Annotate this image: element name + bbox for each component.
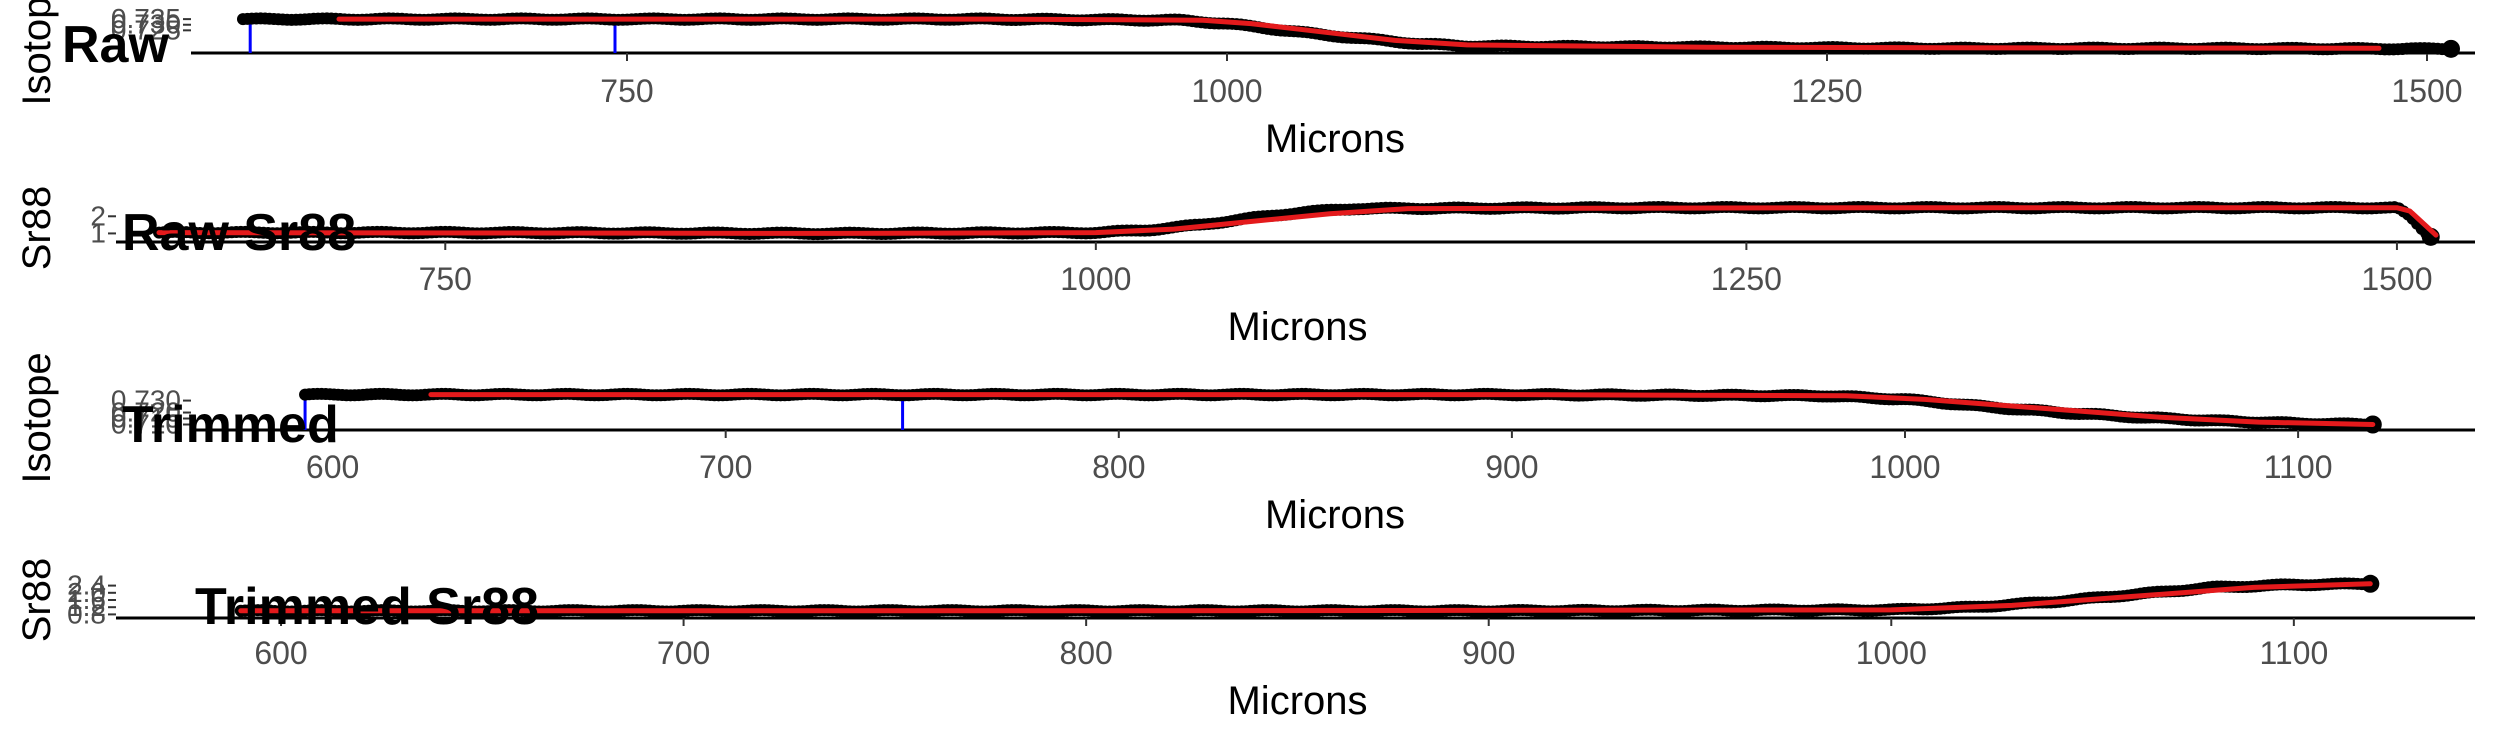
x-tick-label: 1000 (1856, 635, 1927, 671)
x-tick-label: 1000 (1869, 449, 1940, 485)
smooth-line (336, 16, 2382, 51)
x-axis-title: Microns (1227, 679, 1367, 723)
y-axis-title: Isotope (15, 352, 59, 483)
y-tick-label: 0.730 (111, 385, 181, 416)
x-tick-label: 1000 (1191, 73, 1262, 109)
x-tick-label: 800 (1092, 449, 1145, 485)
panel-title: Trimmed (122, 396, 339, 454)
y-tick-label: 0.715 (111, 403, 181, 434)
x-tick-label: 750 (419, 261, 472, 297)
x-tick-label: 600 (306, 449, 359, 485)
smooth-line (156, 205, 2439, 238)
y-tick-label: 0.710 (111, 408, 181, 439)
y-tick-label: 1 (90, 217, 106, 248)
x-tick-label: 1100 (2264, 449, 2333, 485)
x-axis-title: Microns (1265, 117, 1405, 161)
panel-title: Raw (62, 16, 169, 74)
panel-title: Trimmed Sr88 (195, 578, 539, 636)
y-tick-label: 2 (90, 200, 106, 231)
x-tick-label: 700 (657, 635, 710, 671)
x-tick-label: 600 (254, 635, 307, 671)
y-tick-label: 0.8 (67, 598, 106, 629)
y-axis-title: Sr88 (15, 558, 59, 643)
y-tick-label: 0.725 (111, 14, 181, 45)
x-axis-title: Microns (1227, 305, 1367, 349)
y-tick-label: 0.720 (111, 397, 181, 428)
x-tick-label: 900 (1485, 449, 1538, 485)
y-tick-label: 2.4 (67, 570, 106, 601)
end-point (2442, 39, 2460, 58)
y-tick-label: 1.2 (67, 591, 106, 622)
x-tick-label: 750 (600, 73, 653, 109)
smooth-line (238, 581, 2373, 614)
y-axis-title: Sr88 (15, 186, 59, 271)
y-tick-label: 0.735 (111, 3, 181, 34)
x-tick-label: 800 (1059, 635, 1112, 671)
y-tick-label: 1.6 (67, 584, 106, 615)
panel-title: Raw Sr88 (122, 204, 356, 262)
x-tick-label: 1500 (2361, 261, 2432, 297)
x-tick-label: 1500 (2391, 73, 2462, 109)
y-axis-title: Isotope (15, 0, 59, 106)
smooth-line (428, 392, 2376, 427)
x-tick-label: 1100 (2259, 635, 2328, 671)
x-tick-label: 900 (1462, 635, 1515, 671)
x-tick-label: 1250 (1791, 73, 1862, 109)
x-tick-label: 1000 (1060, 261, 1131, 297)
x-tick-label: 700 (699, 449, 752, 485)
x-tick-label: 1250 (1711, 261, 1782, 297)
y-tick-label: 0.730 (111, 9, 181, 40)
y-tick-label: 2.0 (67, 577, 106, 608)
x-axis-title: Microns (1265, 493, 1405, 537)
